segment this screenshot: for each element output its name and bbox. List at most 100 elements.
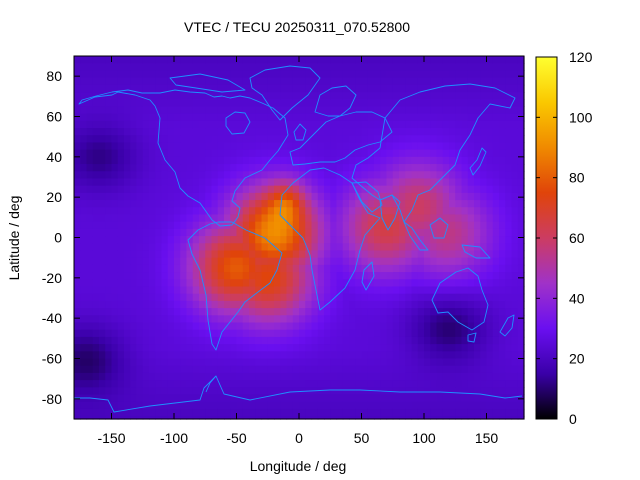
heatmap-cell xyxy=(317,221,325,230)
heatmap-cell xyxy=(342,380,350,388)
heatmap-cell xyxy=(74,164,81,172)
heatmap-cell xyxy=(192,300,200,309)
heatmap-cell xyxy=(149,394,156,403)
heatmap-cell xyxy=(317,264,325,273)
heatmap-cell xyxy=(186,308,194,316)
heatmap-cell xyxy=(236,329,244,338)
heatmap-cell xyxy=(399,84,406,93)
heatmap-cell xyxy=(86,171,94,180)
heatmap-cell xyxy=(386,336,394,345)
heatmap-cell xyxy=(199,200,206,208)
heatmap-cell xyxy=(455,178,463,187)
heatmap-cell xyxy=(117,416,125,420)
heatmap-cell xyxy=(292,171,300,180)
heatmap-cell xyxy=(192,135,200,144)
heatmap-cell xyxy=(292,178,300,187)
heatmap-cell xyxy=(192,228,200,237)
heatmap-cell xyxy=(355,380,363,388)
heatmap-cell xyxy=(249,200,256,208)
heatmap-cell xyxy=(199,77,206,86)
heatmap-cell xyxy=(317,192,325,201)
heatmap-cell xyxy=(436,236,444,244)
heatmap-cell xyxy=(111,315,119,324)
heatmap-cell xyxy=(224,358,231,367)
heatmap-cell xyxy=(136,416,144,420)
heatmap-cell xyxy=(286,300,294,309)
heatmap-cell xyxy=(349,380,356,388)
heatmap-cell xyxy=(255,322,263,331)
heatmap-cell xyxy=(374,120,381,129)
heatmap-cell xyxy=(155,178,163,187)
heatmap-cell xyxy=(117,207,125,216)
heatmap-cell xyxy=(324,322,331,331)
heatmap-cell xyxy=(136,279,144,288)
heatmap-cell xyxy=(361,63,369,71)
heatmap-cell xyxy=(505,408,513,417)
heatmap-cell xyxy=(180,99,188,108)
heatmap-cell xyxy=(230,293,238,302)
heatmap-cell xyxy=(217,243,225,252)
heatmap-cell xyxy=(211,63,219,71)
heatmap-cell xyxy=(130,308,138,316)
heatmap-cell xyxy=(436,70,444,79)
heatmap-cell xyxy=(205,344,213,352)
heatmap-cell xyxy=(242,358,250,367)
heatmap-cell xyxy=(392,221,400,230)
heatmap-cell xyxy=(236,192,244,201)
heatmap-cell xyxy=(317,200,325,208)
heatmap-cell xyxy=(361,149,369,158)
heatmap-cell xyxy=(449,308,456,316)
heatmap-cell xyxy=(324,243,331,252)
heatmap-cell xyxy=(80,142,88,151)
heatmap-cell xyxy=(392,120,400,129)
heatmap-cell xyxy=(155,408,163,417)
heatmap-cell xyxy=(367,192,375,201)
heatmap-cell xyxy=(317,178,325,187)
heatmap-cell xyxy=(180,279,188,288)
heatmap-cell xyxy=(205,272,213,280)
heatmap-cell xyxy=(99,315,106,324)
heatmap-cell xyxy=(192,99,200,108)
heatmap-cell xyxy=(405,156,413,165)
heatmap-cell xyxy=(242,221,250,230)
heatmap-cell xyxy=(374,106,381,115)
heatmap-cell xyxy=(492,416,500,420)
heatmap-cell xyxy=(499,250,506,259)
heatmap-cell xyxy=(186,63,194,71)
heatmap-cell xyxy=(149,250,156,259)
heatmap-cell xyxy=(374,257,381,266)
heatmap-cell xyxy=(80,135,88,144)
heatmap-cell xyxy=(224,156,231,165)
heatmap-cell xyxy=(199,387,206,396)
heatmap-cell xyxy=(355,92,363,100)
heatmap-cell xyxy=(399,380,406,388)
heatmap-cell xyxy=(511,164,519,172)
heatmap-cell xyxy=(480,416,488,420)
heatmap-cell xyxy=(430,200,438,208)
heatmap-cell xyxy=(449,286,456,295)
heatmap-cell xyxy=(155,106,163,115)
heatmap-cell xyxy=(436,293,444,302)
heatmap-cell xyxy=(161,380,169,388)
heatmap-cell xyxy=(411,84,419,93)
heatmap-cell xyxy=(430,351,438,360)
heatmap-cell xyxy=(192,243,200,252)
heatmap-cell xyxy=(105,149,113,158)
heatmap-cell xyxy=(174,344,181,352)
heatmap-cell xyxy=(442,365,450,374)
heatmap-cell xyxy=(430,178,438,187)
heatmap-cell xyxy=(311,84,319,93)
heatmap-cell xyxy=(299,200,306,208)
heatmap-cell xyxy=(361,164,369,172)
heatmap-cell xyxy=(261,329,269,338)
heatmap-cell xyxy=(492,113,500,122)
heatmap-cell xyxy=(205,120,213,129)
heatmap-cell xyxy=(417,250,425,259)
heatmap-cell xyxy=(417,401,425,410)
heatmap-cell xyxy=(336,380,344,388)
heatmap-cell xyxy=(136,401,144,410)
heatmap-cell xyxy=(74,228,81,237)
heatmap-cell xyxy=(299,185,306,194)
heatmap-cell xyxy=(336,135,344,144)
heatmap-cell xyxy=(167,365,175,374)
